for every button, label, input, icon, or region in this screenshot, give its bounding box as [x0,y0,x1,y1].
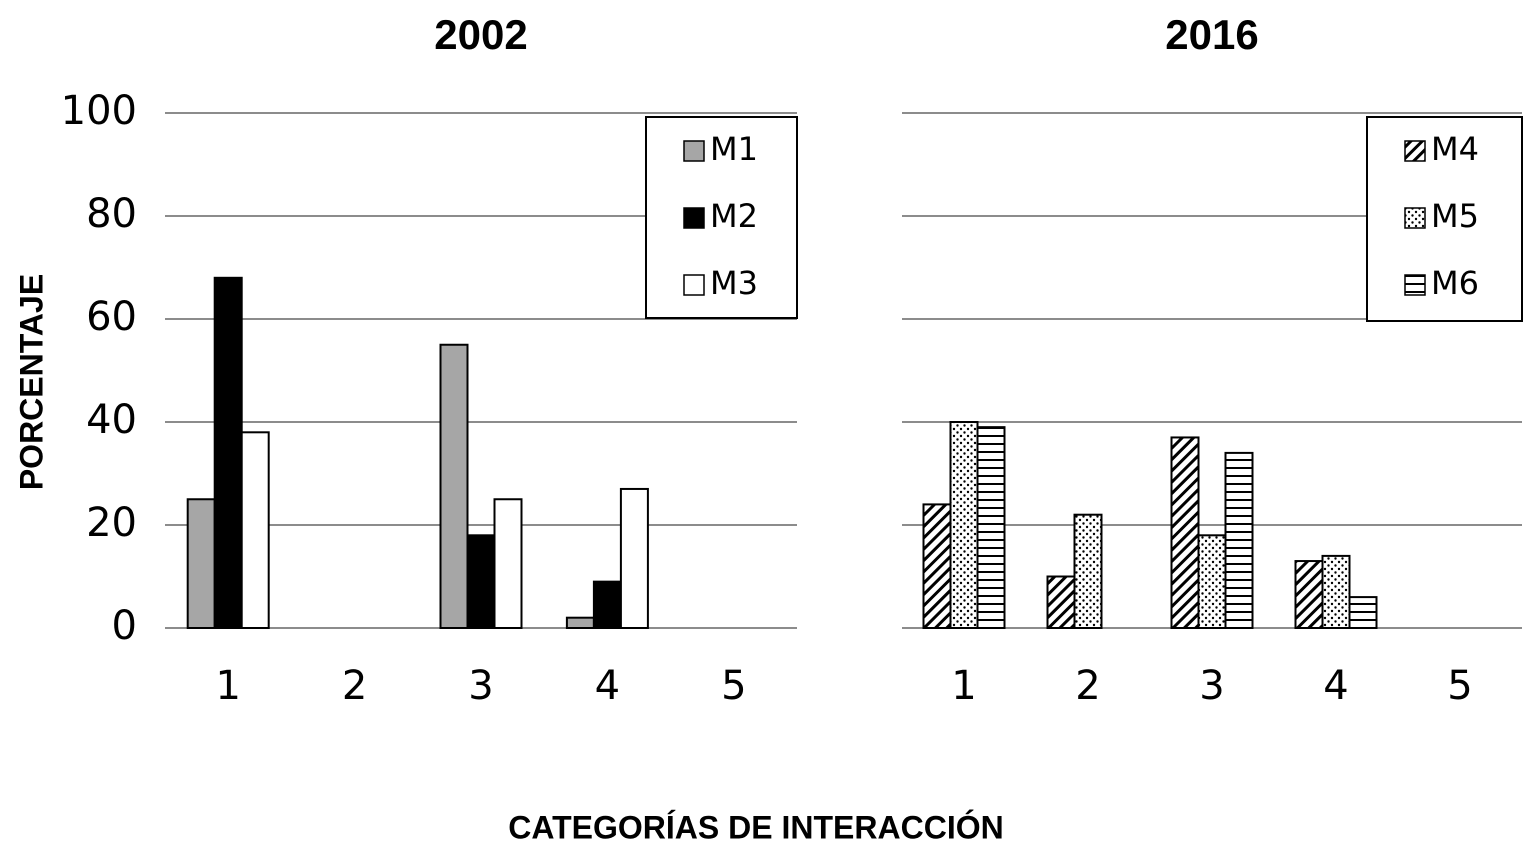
chart-title: 2002 [434,11,527,58]
legend-swatch [683,140,705,162]
legend-swatch [1404,140,1426,162]
bar [439,343,469,629]
legend-box [645,116,798,319]
legend-label: M6 [1431,264,1479,302]
bar [619,487,649,630]
bar [1294,560,1324,629]
x-tick-label: 2 [1075,663,1100,709]
bar [1348,596,1378,629]
legend-label: M4 [1431,130,1479,168]
chart-title: 2016 [1165,11,1258,58]
y-tick-label: 20 [86,500,137,546]
legend-swatch [683,207,705,229]
bar [565,616,595,630]
bar [1321,554,1351,630]
x-tick-label: 4 [1323,663,1348,709]
bar [1073,513,1103,630]
legend-label: M5 [1431,197,1479,235]
bar [213,276,243,629]
x-tick-label: 5 [1447,663,1472,709]
bar [1046,575,1076,629]
legend-label: M3 [710,264,758,302]
bar [493,498,523,629]
x-tick-label: 3 [1199,663,1224,709]
x-tick-label: 1 [951,663,976,709]
legend-swatch [1404,207,1426,229]
legend-box [1366,116,1523,322]
legend-swatch [683,274,705,296]
x-tick-label: 2 [342,663,367,709]
y-tick-label: 0 [112,603,137,649]
bar [949,421,979,629]
bar [240,431,270,629]
legend-swatch [1404,274,1426,296]
legend-label: M2 [710,197,758,235]
y-axis-label: PORCENTAJE [13,274,49,490]
x-tick-label: 4 [595,663,620,709]
legend-label: M1 [710,130,758,168]
x-tick-label: 5 [721,663,746,709]
x-tick-label: 1 [215,663,240,709]
x-axis-label: CATEGORÍAS DE INTERACCIÓN [508,809,1003,845]
y-tick-label: 60 [86,294,137,340]
bar [976,426,1006,629]
bar [592,580,622,630]
bar [1197,534,1227,629]
y-tick-label: 80 [86,191,137,237]
y-tick-label: 40 [86,397,137,443]
x-tick-label: 3 [468,663,493,709]
y-tick-label: 100 [61,88,137,134]
bar [922,503,952,629]
bar [1224,451,1254,629]
bar [186,498,216,629]
bar [1170,436,1200,630]
bar [466,534,496,629]
